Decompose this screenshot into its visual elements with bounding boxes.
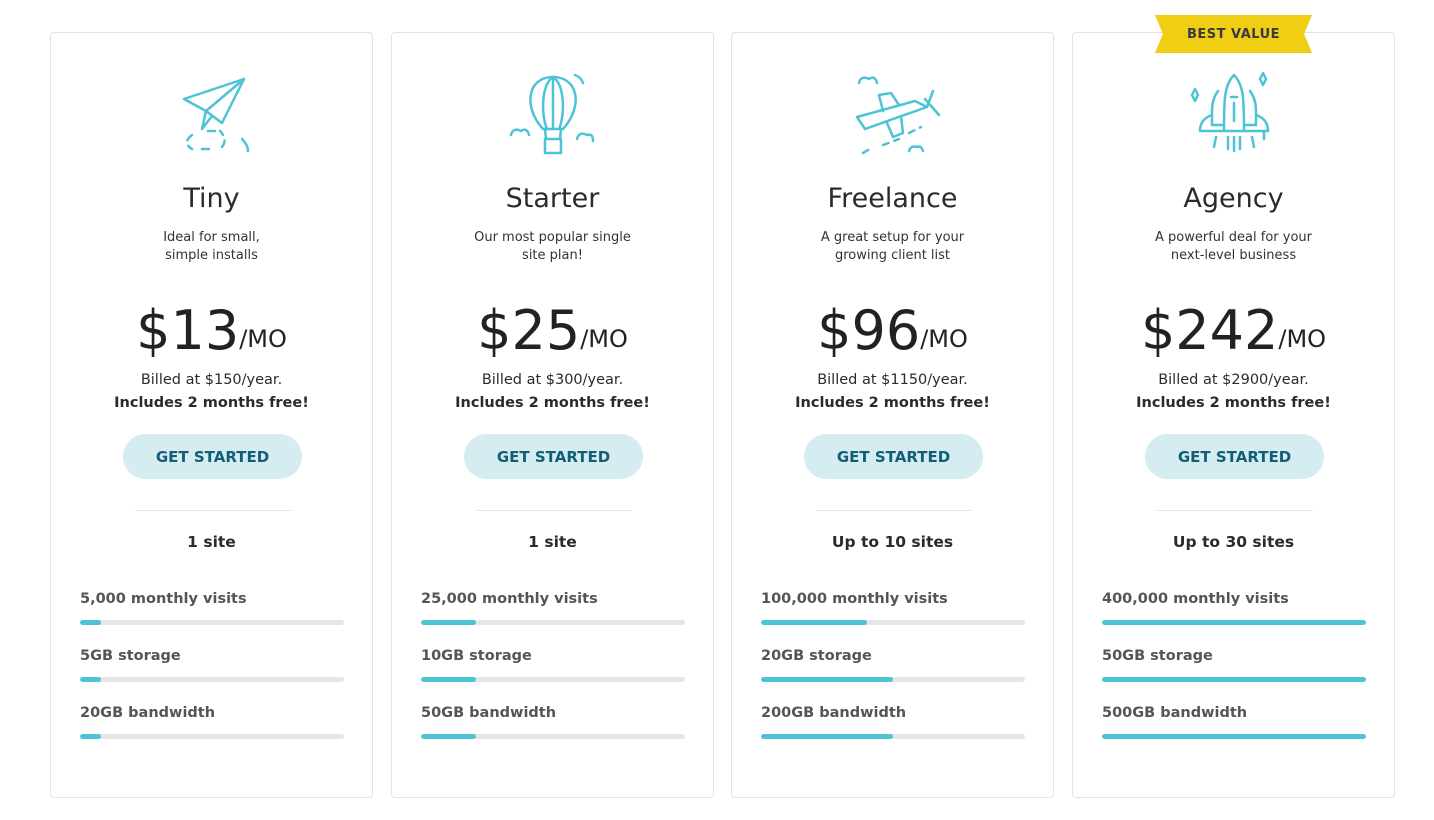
divider <box>476 510 632 511</box>
plan-price: $25/MO <box>477 299 628 362</box>
feature-bar <box>421 620 685 625</box>
feature-bar-fill <box>421 620 477 625</box>
feature-bar-fill <box>80 677 102 682</box>
get-started-button[interactable]: GET STARTED <box>1145 434 1324 479</box>
feature-bar-fill <box>80 620 102 625</box>
site-count: 1 site <box>187 533 236 551</box>
feature-label: 20GB storage <box>761 648 872 664</box>
plan-description: A great setup for your growing client lis… <box>820 230 965 263</box>
divider <box>816 510 972 511</box>
feature-row: 20GB storage <box>761 648 1025 682</box>
feature-row: 50GB storage <box>1102 648 1366 682</box>
feature-bar-fill <box>761 677 893 682</box>
feature-bar <box>761 677 1025 682</box>
feature-bar-fill <box>80 734 102 739</box>
feature-label: 20GB bandwidth <box>80 705 216 721</box>
feature-label: 10GB storage <box>421 648 532 664</box>
feature-bar <box>1102 734 1366 739</box>
feature-row: 10GB storage <box>421 648 685 682</box>
feature-bar-fill <box>421 734 477 739</box>
feature-label: 25,000 monthly visits <box>421 591 598 607</box>
feature-label: 200GB bandwidth <box>761 705 907 721</box>
plan-price: $13/MO <box>136 299 287 362</box>
feature-bar <box>761 620 1025 625</box>
feature-row: 25,000 monthly visits <box>421 591 685 625</box>
get-started-button[interactable]: GET STARTED <box>123 434 302 479</box>
billing-info: Billed at $2900/year. Includes 2 months f… <box>1136 372 1331 411</box>
site-count: Up to 10 sites <box>831 533 954 551</box>
plan-name: Agency <box>1183 183 1284 214</box>
feature-row: 100,000 monthly visits <box>761 591 1025 625</box>
billing-info: Billed at $1150/year. Includes 2 months f… <box>795 372 990 411</box>
feature-bar-fill <box>1102 677 1366 682</box>
feature-bar <box>421 734 685 739</box>
billing-info: Billed at $300/year. Includes 2 months fr… <box>455 372 650 411</box>
feature-bar-fill <box>421 677 477 682</box>
plan-name: Starter <box>505 183 600 214</box>
airplane-icon <box>843 71 943 157</box>
feature-row: 400,000 monthly visits <box>1102 591 1366 625</box>
plan-card-starter: Starter Our most popular single site plan… <box>391 32 714 798</box>
plan-name: Tiny <box>183 183 240 214</box>
feature-row: 5,000 monthly visits <box>80 591 344 625</box>
feature-bar <box>1102 620 1366 625</box>
feature-bar-fill <box>1102 734 1366 739</box>
plan-card-agency: Agency A powerful deal for your next-leve… <box>1072 32 1395 798</box>
feature-row: 500GB bandwidth <box>1102 705 1366 739</box>
feature-bar <box>1102 677 1366 682</box>
plan-description: Ideal for small, simple installs <box>163 230 260 263</box>
feature-row: 200GB bandwidth <box>761 705 1025 739</box>
feature-label: 50GB storage <box>1102 648 1213 664</box>
plan-card-tiny: Tiny Ideal for small, simple installs $13… <box>50 32 373 798</box>
feature-row: 50GB bandwidth <box>421 705 685 739</box>
divider <box>1157 510 1313 511</box>
divider <box>135 510 291 511</box>
feature-bar-fill <box>1102 620 1366 625</box>
paper-plane-icon <box>162 71 262 157</box>
feature-bar <box>80 677 344 682</box>
plan-description: A powerful deal for your next-level busin… <box>1155 230 1312 263</box>
feature-row: 20GB bandwidth <box>80 705 344 739</box>
hot-air-balloon-icon <box>503 71 603 157</box>
plan-description: Our most popular single site plan! <box>474 230 631 263</box>
get-started-button[interactable]: GET STARTED <box>804 434 983 479</box>
feature-bar <box>80 620 344 625</box>
site-count: 1 site <box>528 533 577 551</box>
plan-price: $242/MO <box>1140 299 1327 362</box>
site-count: Up to 30 sites <box>1172 533 1295 551</box>
feature-row: 5GB storage <box>80 648 344 682</box>
feature-bar-fill <box>761 620 867 625</box>
plan-card-freelance: Freelance A great setup for your growing … <box>731 32 1054 798</box>
billing-info: Billed at $150/year. Includes 2 months fr… <box>114 372 309 411</box>
feature-label: 5,000 monthly visits <box>80 591 247 607</box>
space-shuttle-icon <box>1184 71 1284 157</box>
feature-label: 5GB storage <box>80 648 181 664</box>
feature-label: 400,000 monthly visits <box>1102 591 1289 607</box>
feature-label: 100,000 monthly visits <box>761 591 948 607</box>
feature-bar <box>421 677 685 682</box>
feature-bar-fill <box>761 734 893 739</box>
get-started-button[interactable]: GET STARTED <box>464 434 643 479</box>
feature-label: 500GB bandwidth <box>1102 705 1248 721</box>
feature-bar <box>761 734 1025 739</box>
plan-price: $96/MO <box>817 299 968 362</box>
best-value-badge: BEST VALUE <box>1155 15 1312 53</box>
feature-bar <box>80 734 344 739</box>
feature-label: 50GB bandwidth <box>421 705 557 721</box>
plan-name: Freelance <box>827 183 958 214</box>
